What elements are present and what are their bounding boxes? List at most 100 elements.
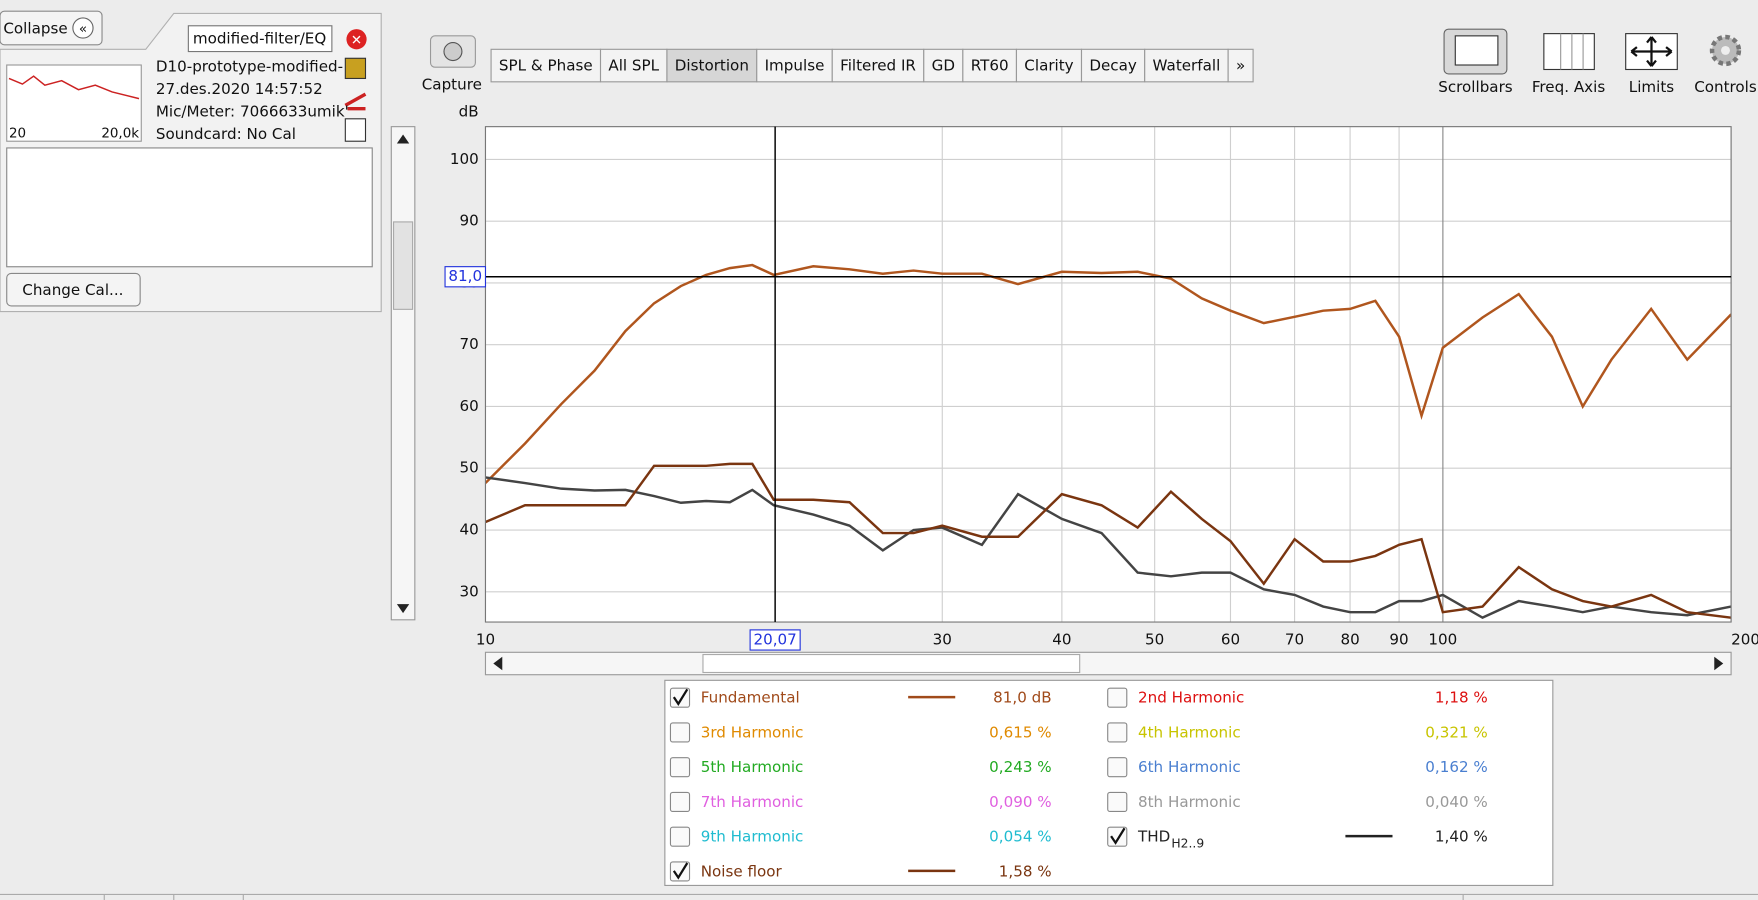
change-cal-button[interactable] xyxy=(6,272,141,307)
tab[interactable] xyxy=(962,48,1018,83)
legend-checkbox[interactable] xyxy=(1107,757,1128,778)
edit-icon[interactable] xyxy=(344,57,367,80)
tab[interactable] xyxy=(1144,48,1229,83)
series xyxy=(485,263,1732,620)
scrollbars-icon-screen xyxy=(1454,35,1499,66)
remove-glyph: ✕ xyxy=(351,33,362,48)
legend-value: 0,321 % xyxy=(1425,724,1487,742)
v-scroll-thumb[interactable] xyxy=(392,221,414,310)
legend-checkbox[interactable] xyxy=(1107,687,1128,708)
tool-label: Limits xyxy=(1629,78,1675,96)
thumb-label: 20 xyxy=(9,126,26,141)
legend-value: 0,090 % xyxy=(989,793,1051,811)
h-scroll-thumb[interactable] xyxy=(702,653,1081,674)
cursor-y-box xyxy=(444,266,487,288)
legend-check xyxy=(1110,827,1126,845)
legend-value: 0,162 % xyxy=(1425,758,1487,776)
tab[interactable] xyxy=(599,48,668,83)
freq-axis-icon[interactable] xyxy=(1543,33,1595,71)
notes-icon[interactable] xyxy=(344,118,367,142)
y-tick-label: 50 xyxy=(459,459,478,477)
plot-area xyxy=(485,126,1732,623)
tab-label: SPL & Phase xyxy=(499,57,593,75)
tab-label: RT60 xyxy=(971,57,1009,75)
series-line xyxy=(485,263,1732,484)
cursor: 20,07 81,0 xyxy=(444,126,1732,651)
legend-checkbox[interactable] xyxy=(669,826,691,847)
legend-checkbox[interactable] xyxy=(1107,722,1128,743)
capture-lens xyxy=(443,42,463,62)
y-tick-label: 60 xyxy=(459,397,478,415)
tool-labels: Scrollbars Freq. Axis Limits Controls xyxy=(1438,78,1757,96)
cursor-y-label: 81,0 xyxy=(448,267,482,285)
freq-axis-icon-lines xyxy=(1560,33,1584,70)
legend-checkbox[interactable] xyxy=(669,757,691,778)
plot-border xyxy=(484,126,1732,623)
capture-label: Capture xyxy=(422,76,482,94)
tab[interactable] xyxy=(1080,48,1146,83)
tab[interactable] xyxy=(1227,48,1254,83)
thumbnail-trace xyxy=(8,75,140,100)
y-tick-label: 70 xyxy=(459,335,478,353)
legend-check xyxy=(672,688,689,706)
info-lines: D10-prototype-modified- 27.des.2020 14:57… xyxy=(156,58,349,143)
tool-label: Controls xyxy=(1694,78,1757,96)
legend-value: 0,054 % xyxy=(989,828,1051,846)
h-scrollbar[interactable] xyxy=(484,651,1732,676)
legend-name: 2nd Harmonic xyxy=(1138,689,1244,707)
legend-value: 0,615 % xyxy=(989,724,1051,742)
cursor-x-label: 20,07 xyxy=(753,630,796,648)
tool-label: Scrollbars xyxy=(1438,78,1513,96)
tab[interactable] xyxy=(831,48,925,83)
x-tick-label: 70 xyxy=(1285,630,1304,648)
measurement-name: modified-filter/EQ xyxy=(193,30,327,48)
thumbnail xyxy=(6,64,142,142)
tab[interactable] xyxy=(1015,48,1083,83)
tab-label: Impulse xyxy=(765,57,825,75)
cursor-x-box xyxy=(749,629,801,651)
legend-name: THD xyxy=(1137,828,1170,846)
legend-value: 81,0 dB xyxy=(993,689,1051,707)
tab[interactable] xyxy=(923,48,964,83)
remove-icon[interactable] xyxy=(346,29,367,50)
tab-label: GD xyxy=(932,57,955,75)
legend-checkbox[interactable] xyxy=(1107,791,1128,813)
collapse-label: Collapse xyxy=(3,20,67,38)
controls-icon-hub xyxy=(1721,45,1730,55)
v-scrollbar[interactable] xyxy=(390,126,416,621)
tab-bar: SPL & Phase All SPL Distortion Impulse Filte… xyxy=(490,48,1254,83)
legend-value: 1,18 % xyxy=(1435,689,1488,707)
legend xyxy=(664,679,1554,886)
legend-name: 9th Harmonic xyxy=(701,828,804,846)
legend-value: 1,40 % xyxy=(1435,828,1488,846)
legend-name: Noise floor xyxy=(701,862,783,880)
series-line xyxy=(485,476,1732,620)
change-cal-label: Change Cal... xyxy=(22,281,123,299)
tab-label: Clarity xyxy=(1024,57,1073,75)
limits-icon-arrows xyxy=(1630,36,1673,67)
tab-label: Distortion xyxy=(675,57,749,75)
legend-subscript: H2..9 xyxy=(1171,836,1204,850)
color-icon[interactable] xyxy=(344,92,367,111)
tab-label: » xyxy=(1236,57,1245,75)
legend-name: 7th Harmonic xyxy=(701,793,804,811)
x-tick-label: 60 xyxy=(1221,630,1240,648)
legend-name: 5th Harmonic xyxy=(701,758,804,776)
x-tick-label: 100 xyxy=(1428,630,1457,648)
y-tick-label: 30 xyxy=(459,582,478,600)
legend-checkbox[interactable] xyxy=(669,791,691,813)
name-field[interactable] xyxy=(187,25,333,53)
legend-checkbox[interactable] xyxy=(669,722,691,743)
tab-label: All SPL xyxy=(608,57,659,75)
tab[interactable] xyxy=(666,48,758,83)
legend-name: 3rd Harmonic xyxy=(701,724,804,742)
y-tick-label: 100 xyxy=(450,150,479,168)
tab[interactable] xyxy=(490,48,602,83)
x-tick-label: 40 xyxy=(1052,630,1071,648)
x-tick-label: 90 xyxy=(1389,630,1408,648)
x-tick-label: 30 xyxy=(933,630,952,648)
notes-box xyxy=(6,147,373,268)
y-axis-label: dB xyxy=(459,103,479,121)
tab-label: Waterfall xyxy=(1153,57,1221,75)
